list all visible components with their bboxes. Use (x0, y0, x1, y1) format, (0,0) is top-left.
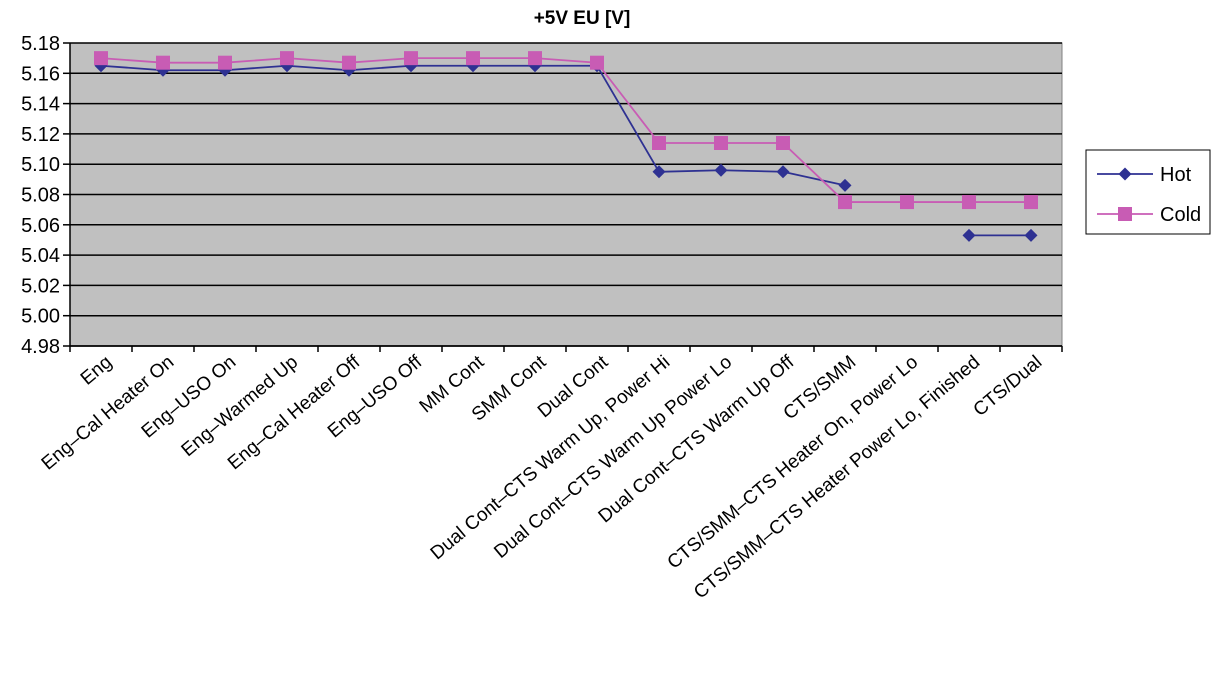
y-tick-label: 5.16 (21, 63, 60, 85)
data-point-cold (404, 51, 418, 66)
x-tick-label: CTS/SMM–CTS Heater Power Lo, Finished (690, 352, 984, 604)
y-tick-label: 5.06 (21, 215, 60, 237)
data-point-cold (466, 51, 480, 66)
y-tick-labels: 5.18 5.16 5.14 5.12 5.10 5.08 5.06 5.04 5.02 5.00… (21, 33, 60, 358)
x-tick-label: Eng (77, 352, 116, 390)
data-point-cold (156, 55, 170, 70)
y-tick-label: 5.04 (21, 245, 60, 267)
data-point-hot (714, 163, 728, 177)
x-tick-label: CTS/Dual (970, 352, 1047, 421)
y-tick-label: 4.98 (21, 336, 60, 358)
y-tick-label: 5.18 (21, 33, 60, 55)
data-point-hot (962, 228, 976, 242)
data-point-cold (218, 55, 232, 70)
y-tick-label: 5.02 (21, 275, 60, 297)
data-point-cold (590, 55, 604, 70)
series-lines (94, 51, 1038, 242)
chart-title: +5V EU [V] (534, 8, 631, 29)
legend-label-cold: Cold (1160, 204, 1201, 226)
legend-label-hot: Hot (1160, 164, 1192, 186)
data-point-cold (714, 135, 728, 150)
y-tick-label: 5.12 (21, 124, 60, 146)
data-point-cold (900, 195, 914, 210)
data-point-hot (776, 165, 790, 179)
y-tick-label: 5.08 (21, 185, 60, 207)
data-point-hot (342, 63, 356, 77)
axes (69, 43, 1063, 352)
data-point-hot (838, 178, 852, 192)
data-point-hot (218, 63, 232, 77)
legend-box (1085, 149, 1211, 235)
data-point-hot (652, 165, 666, 179)
data-point-hot (1024, 228, 1038, 242)
data-point-cold (94, 51, 108, 66)
data-point-cold (342, 55, 356, 70)
legend-marker-cold (1118, 207, 1132, 221)
data-point-cold (1024, 195, 1038, 210)
legend: Hot Cold (1085, 149, 1211, 235)
y-tick-label: 5.14 (21, 94, 60, 116)
data-point-cold (962, 195, 976, 210)
data-point-cold (776, 135, 790, 150)
series-line-cold (100, 57, 1031, 203)
data-point-cold (528, 51, 542, 66)
series-cold (94, 51, 1038, 210)
data-point-cold (280, 51, 294, 66)
data-point-cold (838, 195, 852, 210)
data-point-hot (156, 63, 170, 77)
y-tick-label: 5.00 (21, 306, 60, 328)
y-tick-label: 5.10 (21, 154, 60, 176)
legend-marker-hot (1118, 167, 1132, 181)
data-point-cold (652, 135, 666, 150)
